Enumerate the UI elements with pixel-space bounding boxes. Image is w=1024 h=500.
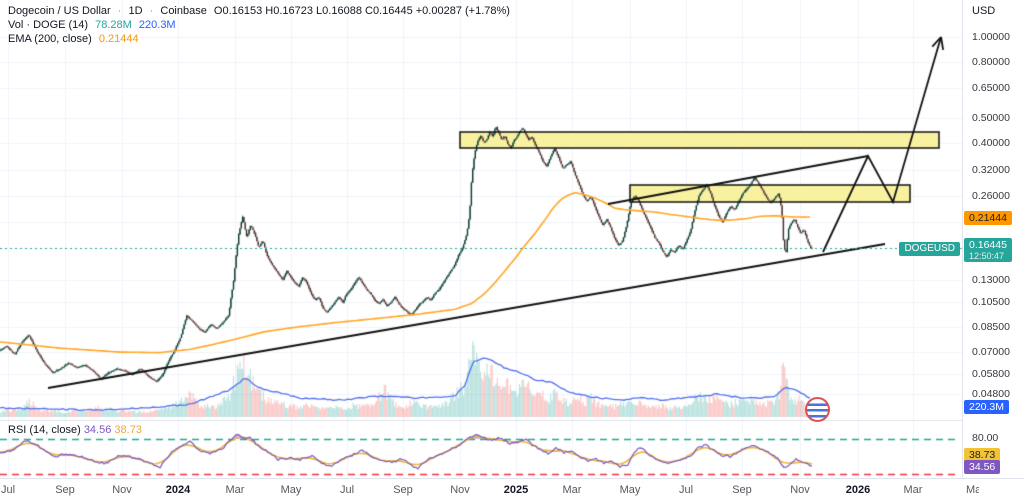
price-tick-label: 0.50000 [972, 112, 1010, 124]
rsi-value: 34.56 [83, 424, 112, 436]
rsi-badge: 34.56 [964, 460, 1001, 474]
time-tick-label: Sep [55, 484, 75, 496]
exchange-label: Coinbase [160, 5, 207, 17]
symbol-row[interactable]: Dogecoin / US Dollar · 1D · Coinbase O0.… [8, 4, 514, 18]
time-tick-label: May [966, 484, 979, 496]
time-tick-label: Jul [339, 484, 355, 496]
last-price-badge: 0.16445 12:50:47 [964, 238, 1012, 262]
time-tick-label: 2024 [165, 484, 191, 496]
price-tick-label: 0.05800 [972, 368, 1010, 380]
interval-label: 1D [128, 5, 143, 17]
time-scale[interactable]: Jul Sep Nov 2024 Mar May Jul Sep Nov 2025 Mar May Ju… [0, 478, 1024, 500]
time-tick-label: May [280, 484, 302, 496]
time-tick-label: Nov [790, 484, 810, 496]
price-tick-label: 0.08500 [972, 321, 1010, 333]
symbol-title: Dogecoin / US Dollar [8, 5, 111, 17]
price-tick-label: 0.26000 [972, 190, 1010, 202]
time-tick-label: Mar [903, 484, 923, 496]
time-tick-label: Sep [393, 484, 413, 496]
time-tick-label: Nov [112, 484, 132, 496]
symbol-price-tag: DOGEUSD [899, 242, 960, 256]
symbol-legend: Dogecoin / US Dollar · 1D · Coinbase O0.… [8, 4, 514, 46]
time-tick-label: Jul [678, 484, 694, 496]
rsi-ma-value: 38.73 [114, 424, 142, 436]
rsi-ma-badge: 38.73 [964, 448, 1001, 462]
price-tick-label: 0.32000 [972, 164, 1010, 176]
price-tick-label: 0.13000 [972, 274, 1010, 286]
time-tick-label: 2025 [503, 484, 529, 496]
time-tick-label: Jul [0, 484, 16, 496]
volume-badge: 220.3M [964, 400, 1010, 414]
rsi-indicator-row[interactable]: RSI (14, close) 34.56 38.73 [8, 423, 142, 437]
price-tick-label: 0.65000 [972, 82, 1010, 94]
ema-indicator-row[interactable]: EMA (200, close) 0.21444 [8, 32, 514, 46]
watermark-logo[interactable] [805, 397, 830, 422]
volume-ma-value: 220.3M [138, 19, 176, 31]
rsi-indicator-label: RSI (14, close) [8, 424, 81, 436]
price-tick-label: 0.40000 [972, 137, 1010, 149]
volume-indicator-row[interactable]: Vol · DOGE (14) 78.28M 220.3M [8, 18, 514, 32]
price-tick-label: 80.00 [972, 432, 999, 444]
ema-indicator-label: EMA (200, close) [8, 33, 92, 45]
time-tick-label: May [619, 484, 641, 496]
time-tick-label: Mar [225, 484, 245, 496]
ema-badge: 0.21444 [964, 211, 1012, 225]
price-tick-label: 1.00000 [972, 31, 1010, 43]
price-tick-label: 0.80000 [972, 56, 1010, 68]
price-tick-label: 0.07000 [972, 346, 1010, 358]
time-tick-label: Mar [562, 484, 582, 496]
ohlc-values: O0.16153 H0.16723 L0.16088 C0.16445 +0.0… [213, 5, 510, 17]
volume-value: 78.28M [95, 19, 132, 31]
price-tick-label: 0.04800 [972, 388, 1010, 400]
separator-dot: · [149, 5, 154, 17]
time-tick-label: Nov [450, 484, 470, 496]
price-scale-currency: USD [972, 5, 996, 17]
price-tick-label: 0.10500 [972, 296, 1010, 308]
time-tick-label: 2026 [845, 484, 871, 496]
volume-indicator-label: Vol · DOGE (14) [8, 19, 89, 31]
ema-value: 0.21444 [98, 33, 139, 45]
price-scale[interactable]: USD 1.00000 0.80000 0.65000 0.50000 0.40000 0… [962, 0, 1024, 478]
separator-dot: · [117, 5, 122, 17]
time-tick-label: Sep [732, 484, 752, 496]
